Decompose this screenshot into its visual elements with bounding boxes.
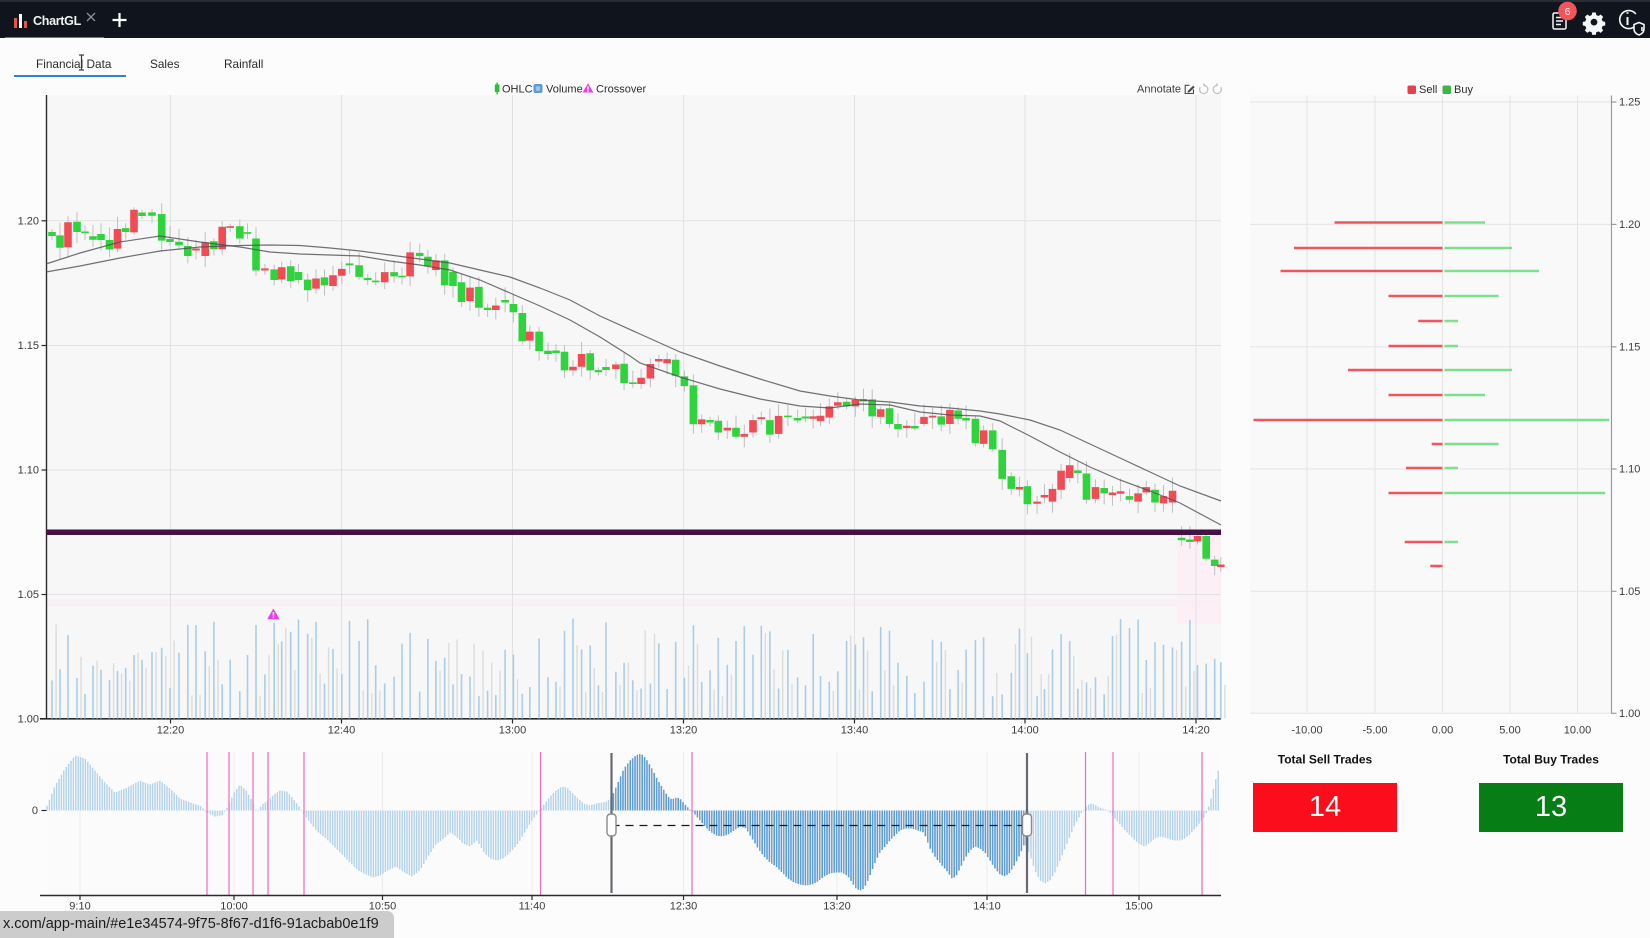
svg-text:11:40: 11:40 [519, 901, 546, 913]
svg-text:1.15: 1.15 [1619, 341, 1640, 353]
svg-text:13:00: 13:00 [499, 725, 527, 737]
svg-text:Crossover: Crossover [596, 84, 646, 96]
svg-text:Annotate: Annotate [1137, 84, 1181, 96]
svg-text:1.20: 1.20 [1619, 219, 1640, 231]
svg-text:10.00: 10.00 [1564, 725, 1592, 737]
svg-text:13:20: 13:20 [670, 725, 698, 737]
svg-text:13:20: 13:20 [823, 901, 851, 913]
svg-text:12:20: 12:20 [157, 725, 185, 737]
svg-text:14:20: 14:20 [1182, 725, 1210, 737]
svg-text:Total Buy Trades: Total Buy Trades [1503, 753, 1599, 767]
svg-text:1.00: 1.00 [1619, 708, 1640, 720]
svg-text:13:40: 13:40 [841, 725, 869, 737]
svg-text:-5.00: -5.00 [1362, 725, 1387, 737]
svg-text:1.10: 1.10 [18, 465, 39, 477]
svg-text:5.00: 5.00 [1499, 725, 1520, 737]
svg-text:1.05: 1.05 [18, 589, 39, 601]
svg-text:-10.00: -10.00 [1291, 725, 1322, 737]
svg-text:1.05: 1.05 [1619, 586, 1640, 598]
svg-text:Volume: Volume [546, 84, 583, 96]
svg-text:14:10: 14:10 [973, 901, 1001, 913]
svg-text:12:30: 12:30 [670, 901, 698, 913]
svg-text:Total Sell Trades: Total Sell Trades [1278, 753, 1373, 767]
svg-text:Sell: Sell [1419, 84, 1437, 96]
svg-text:15:00: 15:00 [1125, 901, 1153, 913]
svg-text:10:50: 10:50 [369, 901, 397, 913]
svg-text:10:00: 10:00 [220, 901, 248, 913]
svg-text:Buy: Buy [1454, 84, 1473, 96]
svg-text:0: 0 [32, 805, 38, 817]
svg-text:1.25: 1.25 [1619, 97, 1640, 109]
svg-text:6: 6 [1565, 6, 1571, 18]
svg-text:1.00: 1.00 [18, 713, 39, 725]
svg-text:12:40: 12:40 [328, 725, 356, 737]
svg-text:0.00: 0.00 [1432, 725, 1453, 737]
svg-text:14:00: 14:00 [1011, 725, 1039, 737]
svg-text:9:10: 9:10 [69, 901, 90, 913]
svg-text:1.10: 1.10 [1619, 464, 1640, 476]
svg-text:1.20: 1.20 [18, 215, 39, 227]
svg-text:OHLC: OHLC [502, 84, 533, 96]
svg-text:1.15: 1.15 [18, 340, 39, 352]
